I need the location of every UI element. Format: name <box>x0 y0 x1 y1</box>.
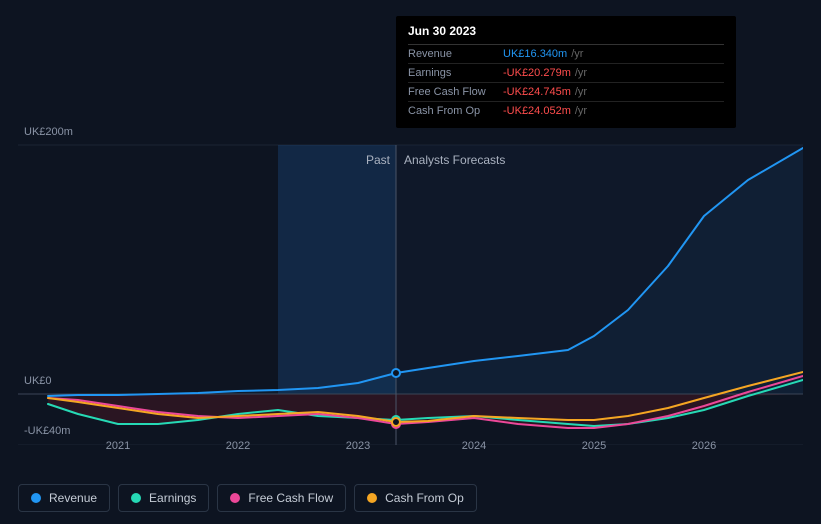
x-tick-label: 2026 <box>692 440 716 452</box>
legend-item-revenue[interactable]: Revenue <box>18 484 110 512</box>
chart-tooltip: Jun 30 2023 RevenueUK£16.340m/yrEarnings… <box>396 16 736 128</box>
forecast-region-label: Analysts Forecasts <box>404 153 505 167</box>
legend-item-fcf[interactable]: Free Cash Flow <box>217 484 346 512</box>
legend-item-earnings[interactable]: Earnings <box>118 484 209 512</box>
legend-swatch <box>31 493 41 503</box>
legend-item-cfo[interactable]: Cash From Op <box>354 484 477 512</box>
legend-swatch <box>367 493 377 503</box>
legend-swatch <box>131 493 141 503</box>
tooltip-row-value: -UK£20.279m <box>503 67 571 79</box>
x-axis: 2021 2022 2023 2024 2025 2026 <box>18 440 803 460</box>
marker-cfo <box>391 417 401 427</box>
past-region-label: Past <box>366 153 390 167</box>
tooltip-row-label: Cash From Op <box>408 105 503 117</box>
tooltip-row-value: -UK£24.052m <box>503 105 571 117</box>
tooltip-row: Earnings-UK£20.279m/yr <box>408 64 724 83</box>
chart-legend: Revenue Earnings Free Cash Flow Cash From O… <box>18 484 477 512</box>
tooltip-date: Jun 30 2023 <box>408 24 724 45</box>
tooltip-row-value: -UK£24.745m <box>503 86 571 98</box>
tooltip-row-label: Revenue <box>408 48 503 60</box>
tooltip-row: Free Cash Flow-UK£24.745m/yr <box>408 83 724 102</box>
y-tick-label: UK£200m <box>24 126 73 138</box>
tooltip-row-unit: /yr <box>575 86 587 98</box>
x-tick-label: 2021 <box>106 440 130 452</box>
tooltip-row-unit: /yr <box>571 48 583 60</box>
legend-swatch <box>230 493 240 503</box>
marker-revenue <box>391 368 401 378</box>
legend-label: Revenue <box>49 491 97 505</box>
tooltip-row-label: Free Cash Flow <box>408 86 503 98</box>
tooltip-row: Cash From Op-UK£24.052m/yr <box>408 102 724 120</box>
y-tick-label: UK£0 <box>24 375 52 387</box>
legend-label: Free Cash Flow <box>248 491 333 505</box>
x-tick-label: 2024 <box>462 440 486 452</box>
x-tick-label: 2025 <box>582 440 606 452</box>
tooltip-row-label: Earnings <box>408 67 503 79</box>
legend-label: Cash From Op <box>385 491 464 505</box>
tooltip-row-unit: /yr <box>575 105 587 117</box>
tooltip-row-value: UK£16.340m <box>503 48 567 60</box>
tooltip-row-unit: /yr <box>575 67 587 79</box>
x-tick-label: 2023 <box>346 440 370 452</box>
y-tick-label: -UK£40m <box>24 425 70 437</box>
legend-label: Earnings <box>149 491 196 505</box>
tooltip-row: RevenueUK£16.340m/yr <box>408 45 724 64</box>
x-tick-label: 2022 <box>226 440 250 452</box>
